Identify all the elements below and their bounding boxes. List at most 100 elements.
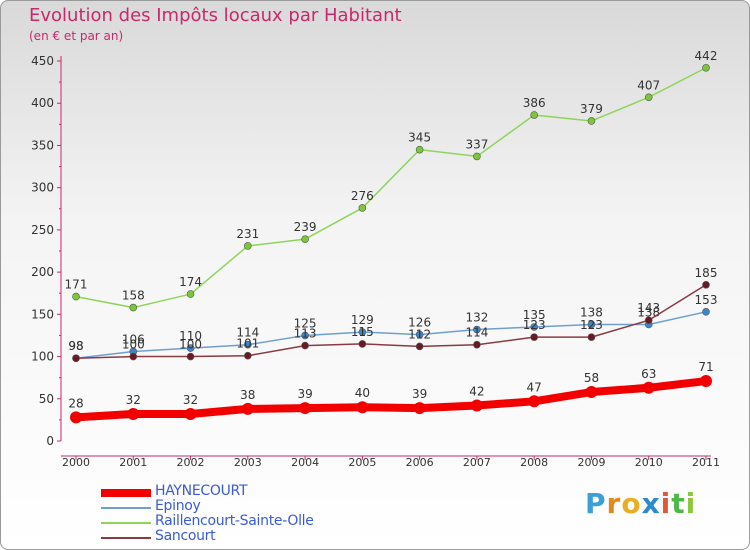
data-point (299, 402, 312, 415)
y-tick-label: 150 (31, 307, 54, 321)
data-point (127, 407, 140, 420)
data-point (244, 351, 252, 360)
legend-label-haynecourt: HAYNECOURT (155, 483, 248, 499)
y-tick-label: 50 (39, 392, 54, 406)
data-point (642, 381, 655, 394)
data-point (700, 375, 712, 388)
data-label: 58 (584, 371, 599, 385)
logo-letter: i (660, 487, 672, 520)
legend-swatch-haynecourt (101, 489, 151, 497)
data-point (356, 401, 369, 414)
data-label: 407 (637, 78, 660, 92)
data-point (244, 242, 252, 250)
data-label: 185 (695, 266, 718, 280)
data-label: 113 (294, 327, 317, 341)
data-point (413, 402, 426, 415)
data-label: 345 (408, 131, 431, 145)
data-label: 101 (236, 337, 259, 351)
y-tick-label: 200 (31, 265, 54, 279)
logo-letter: x (641, 487, 661, 520)
y-tick-label: 250 (31, 223, 54, 237)
data-label: 129 (351, 313, 374, 327)
x-tick-label: 2006 (406, 456, 434, 469)
logo-letter: o (621, 487, 642, 520)
data-label: 386 (523, 96, 546, 110)
data-label: 126 (408, 316, 431, 330)
data-label: 110 (179, 329, 202, 343)
data-label: 276 (351, 189, 374, 203)
data-label: 379 (580, 102, 603, 116)
x-tick-label: 2010 (635, 456, 663, 469)
data-label: 63 (641, 367, 656, 381)
legend-label-epinoy: Epinoy (155, 498, 201, 514)
data-label: 28 (68, 396, 83, 410)
data-label: 174 (179, 275, 202, 289)
data-point (358, 328, 367, 336)
data-label: 100 (179, 338, 202, 352)
x-tick-label: 2003 (234, 456, 262, 469)
y-tick-label: 400 (31, 96, 54, 110)
x-tick-label: 2008 (520, 456, 548, 469)
series-line (75, 67, 707, 309)
data-point (184, 407, 197, 420)
y-tick-label: 300 (31, 181, 54, 195)
data-label: 39 (297, 387, 312, 401)
x-tick-label: 2007 (463, 456, 491, 469)
data-point (530, 323, 538, 331)
logo-letter: P (585, 487, 607, 520)
data-point (72, 354, 80, 363)
data-point (301, 341, 309, 350)
legend-label-sancourt: Sancourt (155, 528, 216, 544)
data-point (473, 325, 481, 334)
data-label: 42 (469, 385, 484, 399)
data-point (129, 352, 138, 361)
data-point (244, 340, 252, 349)
x-tick-label: 2009 (577, 456, 605, 469)
data-point (585, 386, 598, 399)
data-point (186, 290, 195, 298)
data-point (528, 395, 541, 408)
data-label: 115 (351, 325, 374, 339)
data-label: 132 (465, 311, 488, 325)
y-tick-label: 350 (31, 138, 54, 152)
data-label: 38 (240, 388, 255, 402)
proxiti-logo: Proxiti (585, 487, 696, 520)
series-line (72, 377, 710, 422)
data-point (415, 342, 424, 351)
x-tick-label: 2004 (291, 456, 319, 469)
data-label: 114 (465, 326, 488, 340)
data-point (644, 93, 653, 102)
data-label: 123 (523, 318, 546, 332)
x-tick-label: 2002 (177, 456, 205, 469)
legend-label-raillencourt: Raillencourt-Sainte-Olle (155, 513, 314, 529)
data-label: 32 (183, 393, 198, 407)
data-label: 153 (695, 293, 718, 307)
data-label: 32 (126, 393, 141, 407)
series-line (75, 284, 707, 359)
series-line (75, 311, 707, 359)
data-label: 171 (65, 278, 88, 292)
data-label: 239 (294, 220, 317, 234)
data-point (702, 280, 710, 289)
data-label: 98 (68, 339, 83, 353)
data-label: 100 (122, 338, 145, 352)
logo-letter: i (685, 487, 697, 520)
data-point (301, 331, 309, 340)
y-tick-label: 0 (46, 434, 54, 448)
data-point (530, 333, 538, 341)
data-point (129, 303, 138, 312)
data-label: 337 (465, 137, 488, 151)
data-point (72, 292, 80, 301)
data-point (530, 111, 538, 119)
data-point (358, 204, 367, 212)
data-label: 158 (122, 289, 145, 303)
data-label: 106 (122, 332, 145, 346)
data-point (186, 344, 195, 352)
x-tick-label: 2000 (62, 456, 90, 469)
data-label: 125 (294, 316, 317, 330)
data-label: 40 (355, 386, 370, 400)
data-label: 47 (527, 380, 542, 394)
data-point (587, 320, 596, 329)
data-label: 114 (236, 326, 259, 340)
